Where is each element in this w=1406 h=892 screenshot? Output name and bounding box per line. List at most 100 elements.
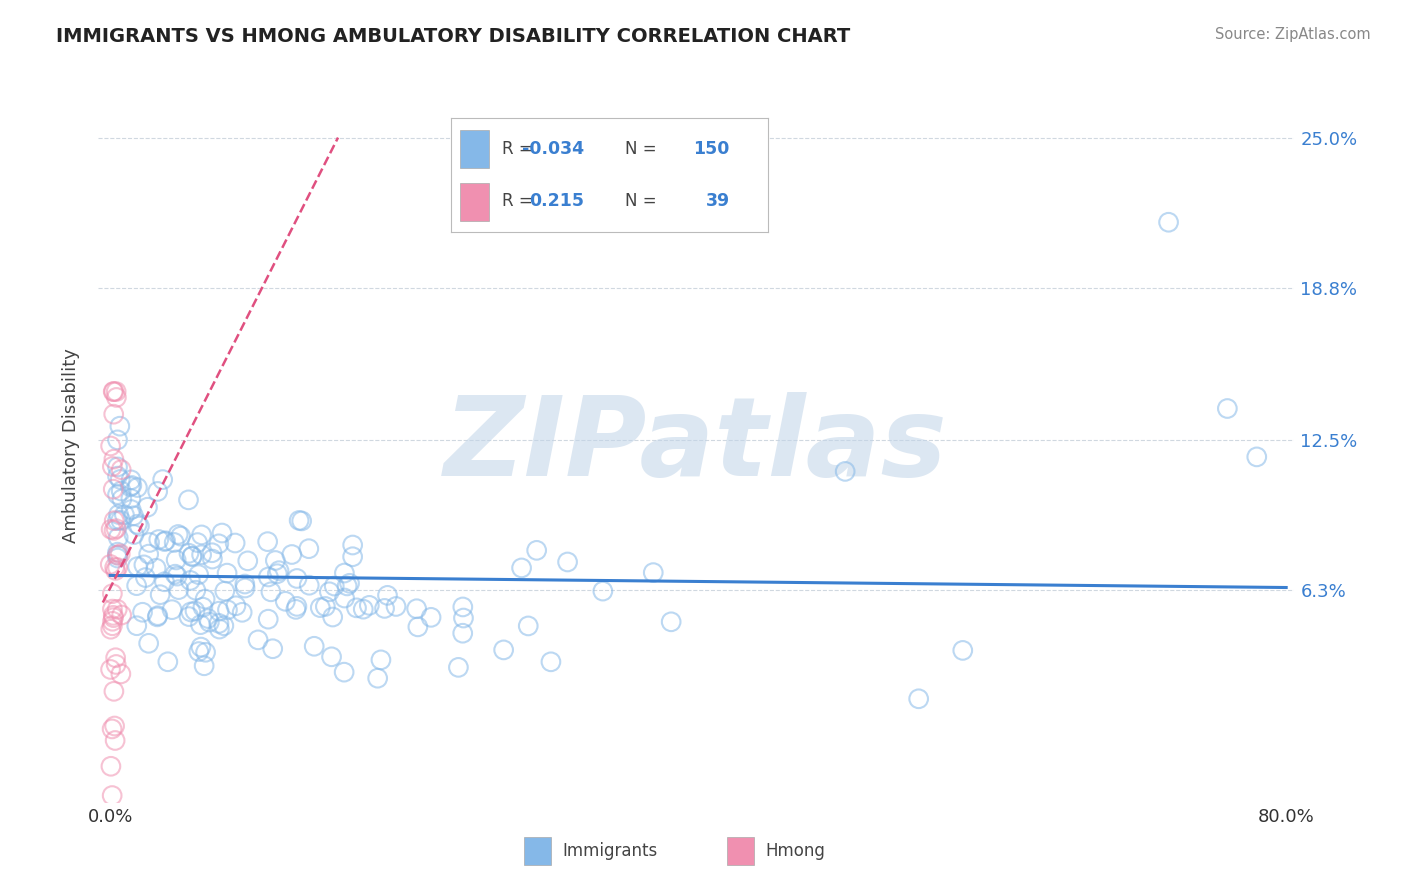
Point bbox=[103, 384, 125, 399]
Point bbox=[120, 502, 142, 516]
Point bbox=[187, 567, 209, 582]
Point bbox=[211, 526, 233, 541]
Point bbox=[187, 644, 209, 658]
Point bbox=[111, 607, 134, 622]
Point bbox=[103, 452, 125, 467]
Point bbox=[907, 691, 929, 706]
Point bbox=[103, 514, 125, 528]
Point bbox=[127, 481, 149, 495]
Point bbox=[194, 592, 217, 607]
Point bbox=[406, 620, 429, 634]
Point bbox=[291, 514, 314, 528]
Point bbox=[104, 650, 127, 665]
Text: ZIPatlas: ZIPatlas bbox=[444, 392, 948, 500]
Point bbox=[233, 577, 256, 591]
Point bbox=[177, 492, 200, 507]
Point bbox=[1246, 450, 1268, 464]
Point bbox=[453, 611, 475, 625]
Point bbox=[105, 522, 128, 536]
Point bbox=[110, 484, 132, 499]
Point bbox=[540, 655, 562, 669]
Point bbox=[257, 612, 280, 626]
Point bbox=[1157, 215, 1180, 229]
Point bbox=[107, 548, 129, 562]
Point bbox=[101, 789, 124, 803]
Point bbox=[346, 600, 368, 615]
Point bbox=[420, 610, 443, 624]
Point bbox=[163, 535, 186, 549]
Point bbox=[190, 528, 212, 542]
Point bbox=[208, 604, 231, 618]
Point bbox=[517, 619, 540, 633]
Point bbox=[526, 543, 548, 558]
Point bbox=[170, 529, 193, 543]
Point bbox=[236, 554, 259, 568]
Point bbox=[131, 605, 153, 619]
Point bbox=[103, 384, 125, 399]
Point bbox=[834, 464, 856, 478]
Point bbox=[110, 513, 132, 527]
Point bbox=[101, 619, 124, 633]
Point bbox=[262, 641, 284, 656]
Point bbox=[146, 608, 169, 623]
Point bbox=[112, 508, 135, 522]
Point bbox=[198, 615, 221, 629]
Point bbox=[367, 671, 389, 685]
Point bbox=[184, 604, 207, 618]
Point bbox=[107, 488, 129, 502]
Point bbox=[285, 599, 308, 614]
Point bbox=[208, 616, 231, 631]
Point bbox=[274, 594, 297, 608]
Point bbox=[166, 569, 188, 583]
Point bbox=[260, 584, 283, 599]
Point bbox=[302, 640, 325, 654]
Point bbox=[165, 553, 187, 567]
Point bbox=[100, 522, 122, 536]
Point bbox=[256, 534, 278, 549]
Point bbox=[101, 459, 124, 474]
Point bbox=[146, 610, 169, 624]
Point bbox=[318, 584, 340, 599]
Point bbox=[107, 514, 129, 528]
Point bbox=[510, 561, 533, 575]
Point bbox=[281, 548, 304, 562]
Point bbox=[374, 601, 396, 615]
Point bbox=[153, 574, 176, 589]
Point bbox=[110, 667, 132, 681]
Point bbox=[120, 473, 142, 487]
Text: Source: ZipAtlas.com: Source: ZipAtlas.com bbox=[1215, 27, 1371, 42]
Point bbox=[284, 602, 307, 616]
Point bbox=[107, 508, 129, 522]
Point bbox=[333, 665, 356, 680]
Point bbox=[103, 407, 125, 421]
Point bbox=[103, 524, 125, 538]
Point bbox=[333, 591, 356, 605]
Point bbox=[122, 508, 145, 523]
Point bbox=[105, 657, 128, 672]
Point bbox=[103, 482, 125, 496]
Point bbox=[322, 610, 344, 624]
Point bbox=[224, 536, 246, 550]
Point bbox=[107, 548, 129, 562]
Point bbox=[190, 617, 212, 632]
Point bbox=[592, 584, 614, 599]
Point bbox=[201, 546, 224, 560]
Point bbox=[339, 576, 361, 591]
Point bbox=[103, 610, 125, 624]
Point bbox=[191, 600, 214, 615]
Point bbox=[659, 615, 682, 629]
Point bbox=[104, 563, 127, 577]
Point bbox=[120, 491, 142, 506]
Point bbox=[107, 560, 129, 574]
Point bbox=[152, 473, 174, 487]
Point bbox=[212, 618, 235, 632]
Y-axis label: Ambulatory Disability: Ambulatory Disability bbox=[62, 349, 80, 543]
Point bbox=[405, 601, 427, 615]
Point bbox=[153, 534, 176, 549]
Point bbox=[127, 517, 149, 532]
Point bbox=[100, 439, 122, 453]
Point bbox=[167, 527, 190, 541]
Point bbox=[180, 605, 202, 619]
Point bbox=[194, 645, 217, 659]
Point bbox=[149, 588, 172, 602]
